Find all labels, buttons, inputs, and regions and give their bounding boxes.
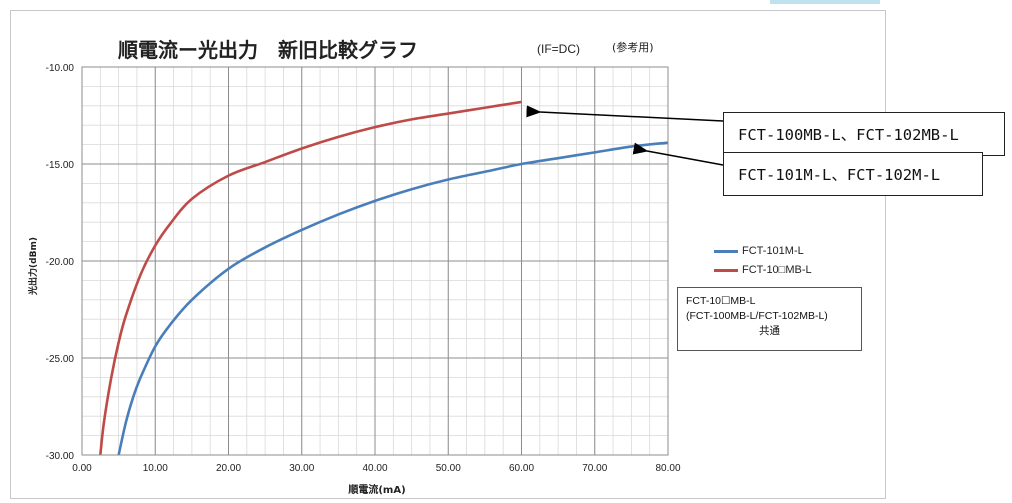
y-tick-label: -20.00	[46, 257, 75, 268]
callout-m-models: FCT-101M-L、FCT-102M-L	[723, 152, 983, 196]
legend-swatch-series-1	[714, 249, 738, 253]
series-line-2	[99, 100, 522, 456]
x-tick-label: 40.00	[362, 463, 387, 474]
chart-condition: (IF=DC)	[537, 42, 580, 56]
x-axis-label: 順電流(mA)	[347, 483, 405, 496]
y-tick-label: -10.00	[46, 63, 75, 74]
legend-item-series-1: FCT-101M-L	[714, 245, 804, 257]
x-tick-label: 60.00	[509, 463, 534, 474]
note-line-2: (FCT-100MB-L/FCT-102MB-L)	[686, 310, 828, 322]
note-line-1: FCT-10☐MB-L	[686, 295, 756, 307]
legend-label-series-2: FCT-10□MB-L	[742, 264, 812, 276]
legend-item-series-2: FCT-10□MB-L	[714, 264, 812, 276]
y-tick-label: -25.00	[46, 354, 75, 365]
callout-mb-models: FCT-100MB-L、FCT-102MB-L	[723, 112, 1005, 156]
y-tick-label: -15.00	[46, 160, 75, 171]
shared-models-note: FCT-10☐MB-L (FCT-100MB-L/FCT-102MB-L) 共通	[677, 287, 862, 351]
plot-border	[81, 66, 669, 456]
callout-arrow-mb	[526, 105, 724, 122]
x-tick-label: 10.00	[143, 463, 168, 474]
x-tick-label: 30.00	[289, 463, 314, 474]
x-tick-label: 20.00	[216, 463, 241, 474]
y-axis-label: 光出力(dBm)	[27, 237, 39, 296]
callout-arrow-m	[632, 142, 724, 166]
x-tick-label: 70.00	[582, 463, 607, 474]
y-tick-label: -30.00	[46, 451, 75, 462]
x-tick-label: 80.00	[655, 463, 680, 474]
series-line-1	[117, 141, 669, 456]
callout-mb-text: FCT-100MB-L、FCT-102MB-L	[738, 126, 959, 144]
top-accent-band	[770, 0, 880, 4]
x-tick-label: 0.00	[72, 463, 92, 474]
callout-m-text: FCT-101M-L、FCT-102M-L	[738, 166, 941, 184]
x-tick-label: 50.00	[436, 463, 461, 474]
chart-reference-note: (参考用)	[612, 40, 654, 54]
legend-swatch-series-2	[714, 268, 738, 272]
chart-title: 順電流ー光出力 新旧比較グラフ	[118, 38, 418, 62]
legend-label-series-1: FCT-101M-L	[742, 245, 804, 257]
note-line-3: 共通	[759, 325, 780, 337]
